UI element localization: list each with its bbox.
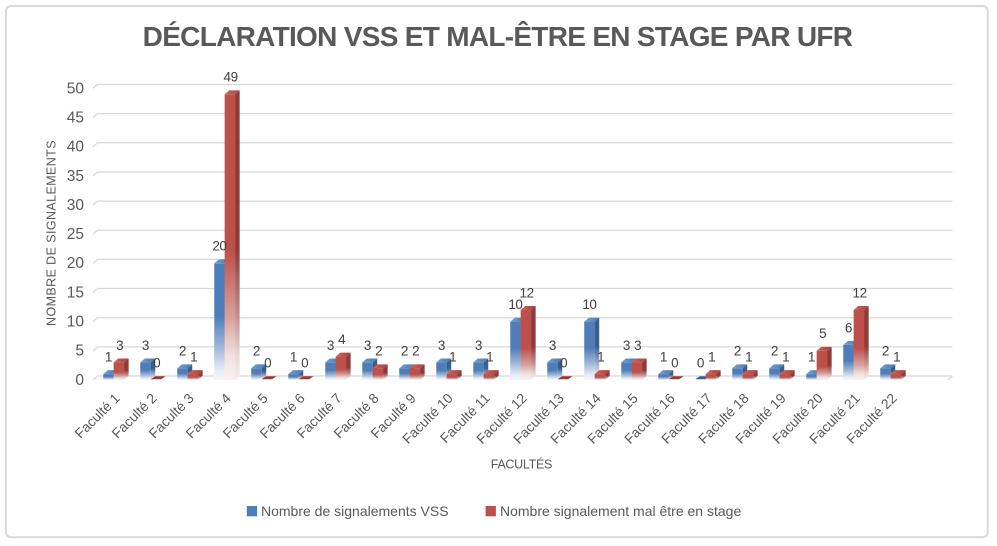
svg-text:0: 0 bbox=[671, 355, 678, 370]
svg-text:20: 20 bbox=[67, 255, 85, 272]
svg-text:Nombre signalement mal être en: Nombre signalement mal être en stage bbox=[500, 503, 741, 519]
svg-text:Nombre de signalements VSS: Nombre de signalements VSS bbox=[261, 503, 449, 519]
svg-text:2: 2 bbox=[412, 344, 419, 359]
svg-text:20: 20 bbox=[212, 239, 226, 254]
svg-text:12: 12 bbox=[520, 285, 534, 300]
svg-text:0: 0 bbox=[560, 355, 567, 370]
svg-text:40: 40 bbox=[67, 139, 85, 156]
svg-text:3: 3 bbox=[142, 338, 149, 353]
svg-text:10: 10 bbox=[508, 297, 522, 312]
svg-text:0: 0 bbox=[697, 355, 704, 370]
svg-text:50: 50 bbox=[67, 80, 85, 97]
svg-text:3: 3 bbox=[364, 338, 371, 353]
svg-text:1: 1 bbox=[745, 349, 752, 364]
svg-text:0: 0 bbox=[264, 355, 271, 370]
svg-text:6: 6 bbox=[845, 320, 852, 335]
svg-text:3: 3 bbox=[438, 338, 445, 353]
svg-text:3: 3 bbox=[549, 338, 556, 353]
svg-text:1: 1 bbox=[290, 349, 297, 364]
svg-text:3: 3 bbox=[634, 338, 641, 353]
svg-text:3: 3 bbox=[116, 338, 123, 353]
svg-text:NOMBRE DE SIGNALEMENTS: NOMBRE DE SIGNALEMENTS bbox=[45, 140, 59, 326]
svg-text:2: 2 bbox=[375, 344, 382, 359]
svg-text:2: 2 bbox=[882, 344, 889, 359]
svg-text:1: 1 bbox=[808, 349, 815, 364]
svg-text:45: 45 bbox=[67, 109, 84, 126]
svg-text:12: 12 bbox=[853, 285, 867, 300]
svg-text:FACULTÉS: FACULTÉS bbox=[491, 456, 552, 471]
svg-text:4: 4 bbox=[338, 332, 346, 347]
svg-text:1: 1 bbox=[660, 349, 667, 364]
svg-text:5: 5 bbox=[75, 343, 84, 360]
svg-text:1: 1 bbox=[893, 349, 900, 364]
svg-text:1: 1 bbox=[105, 349, 112, 364]
svg-text:0: 0 bbox=[301, 355, 308, 370]
svg-text:1: 1 bbox=[486, 349, 493, 364]
svg-text:15: 15 bbox=[67, 284, 84, 301]
svg-text:1: 1 bbox=[782, 349, 789, 364]
svg-text:2: 2 bbox=[253, 344, 260, 359]
svg-text:25: 25 bbox=[67, 226, 84, 243]
svg-text:35: 35 bbox=[67, 168, 84, 185]
svg-text:0: 0 bbox=[75, 372, 84, 389]
svg-text:30: 30 bbox=[67, 197, 85, 214]
svg-text:10: 10 bbox=[582, 297, 596, 312]
svg-text:1: 1 bbox=[449, 349, 456, 364]
svg-text:1: 1 bbox=[190, 349, 197, 364]
svg-text:10: 10 bbox=[67, 314, 85, 331]
svg-text:0: 0 bbox=[153, 355, 160, 370]
svg-text:49: 49 bbox=[224, 70, 238, 85]
svg-text:DÉCLARATION VSS ET MAL-ÊTRE EN: DÉCLARATION VSS ET MAL-ÊTRE EN STAGE PAR… bbox=[143, 21, 853, 52]
svg-text:5: 5 bbox=[819, 326, 826, 341]
svg-text:3: 3 bbox=[475, 338, 482, 353]
svg-text:2: 2 bbox=[734, 344, 741, 359]
svg-text:1: 1 bbox=[597, 349, 604, 364]
svg-text:2: 2 bbox=[401, 344, 408, 359]
svg-text:3: 3 bbox=[623, 338, 630, 353]
svg-text:2: 2 bbox=[179, 344, 186, 359]
svg-text:2: 2 bbox=[771, 344, 778, 359]
svg-text:1: 1 bbox=[708, 349, 715, 364]
svg-text:3: 3 bbox=[327, 338, 334, 353]
